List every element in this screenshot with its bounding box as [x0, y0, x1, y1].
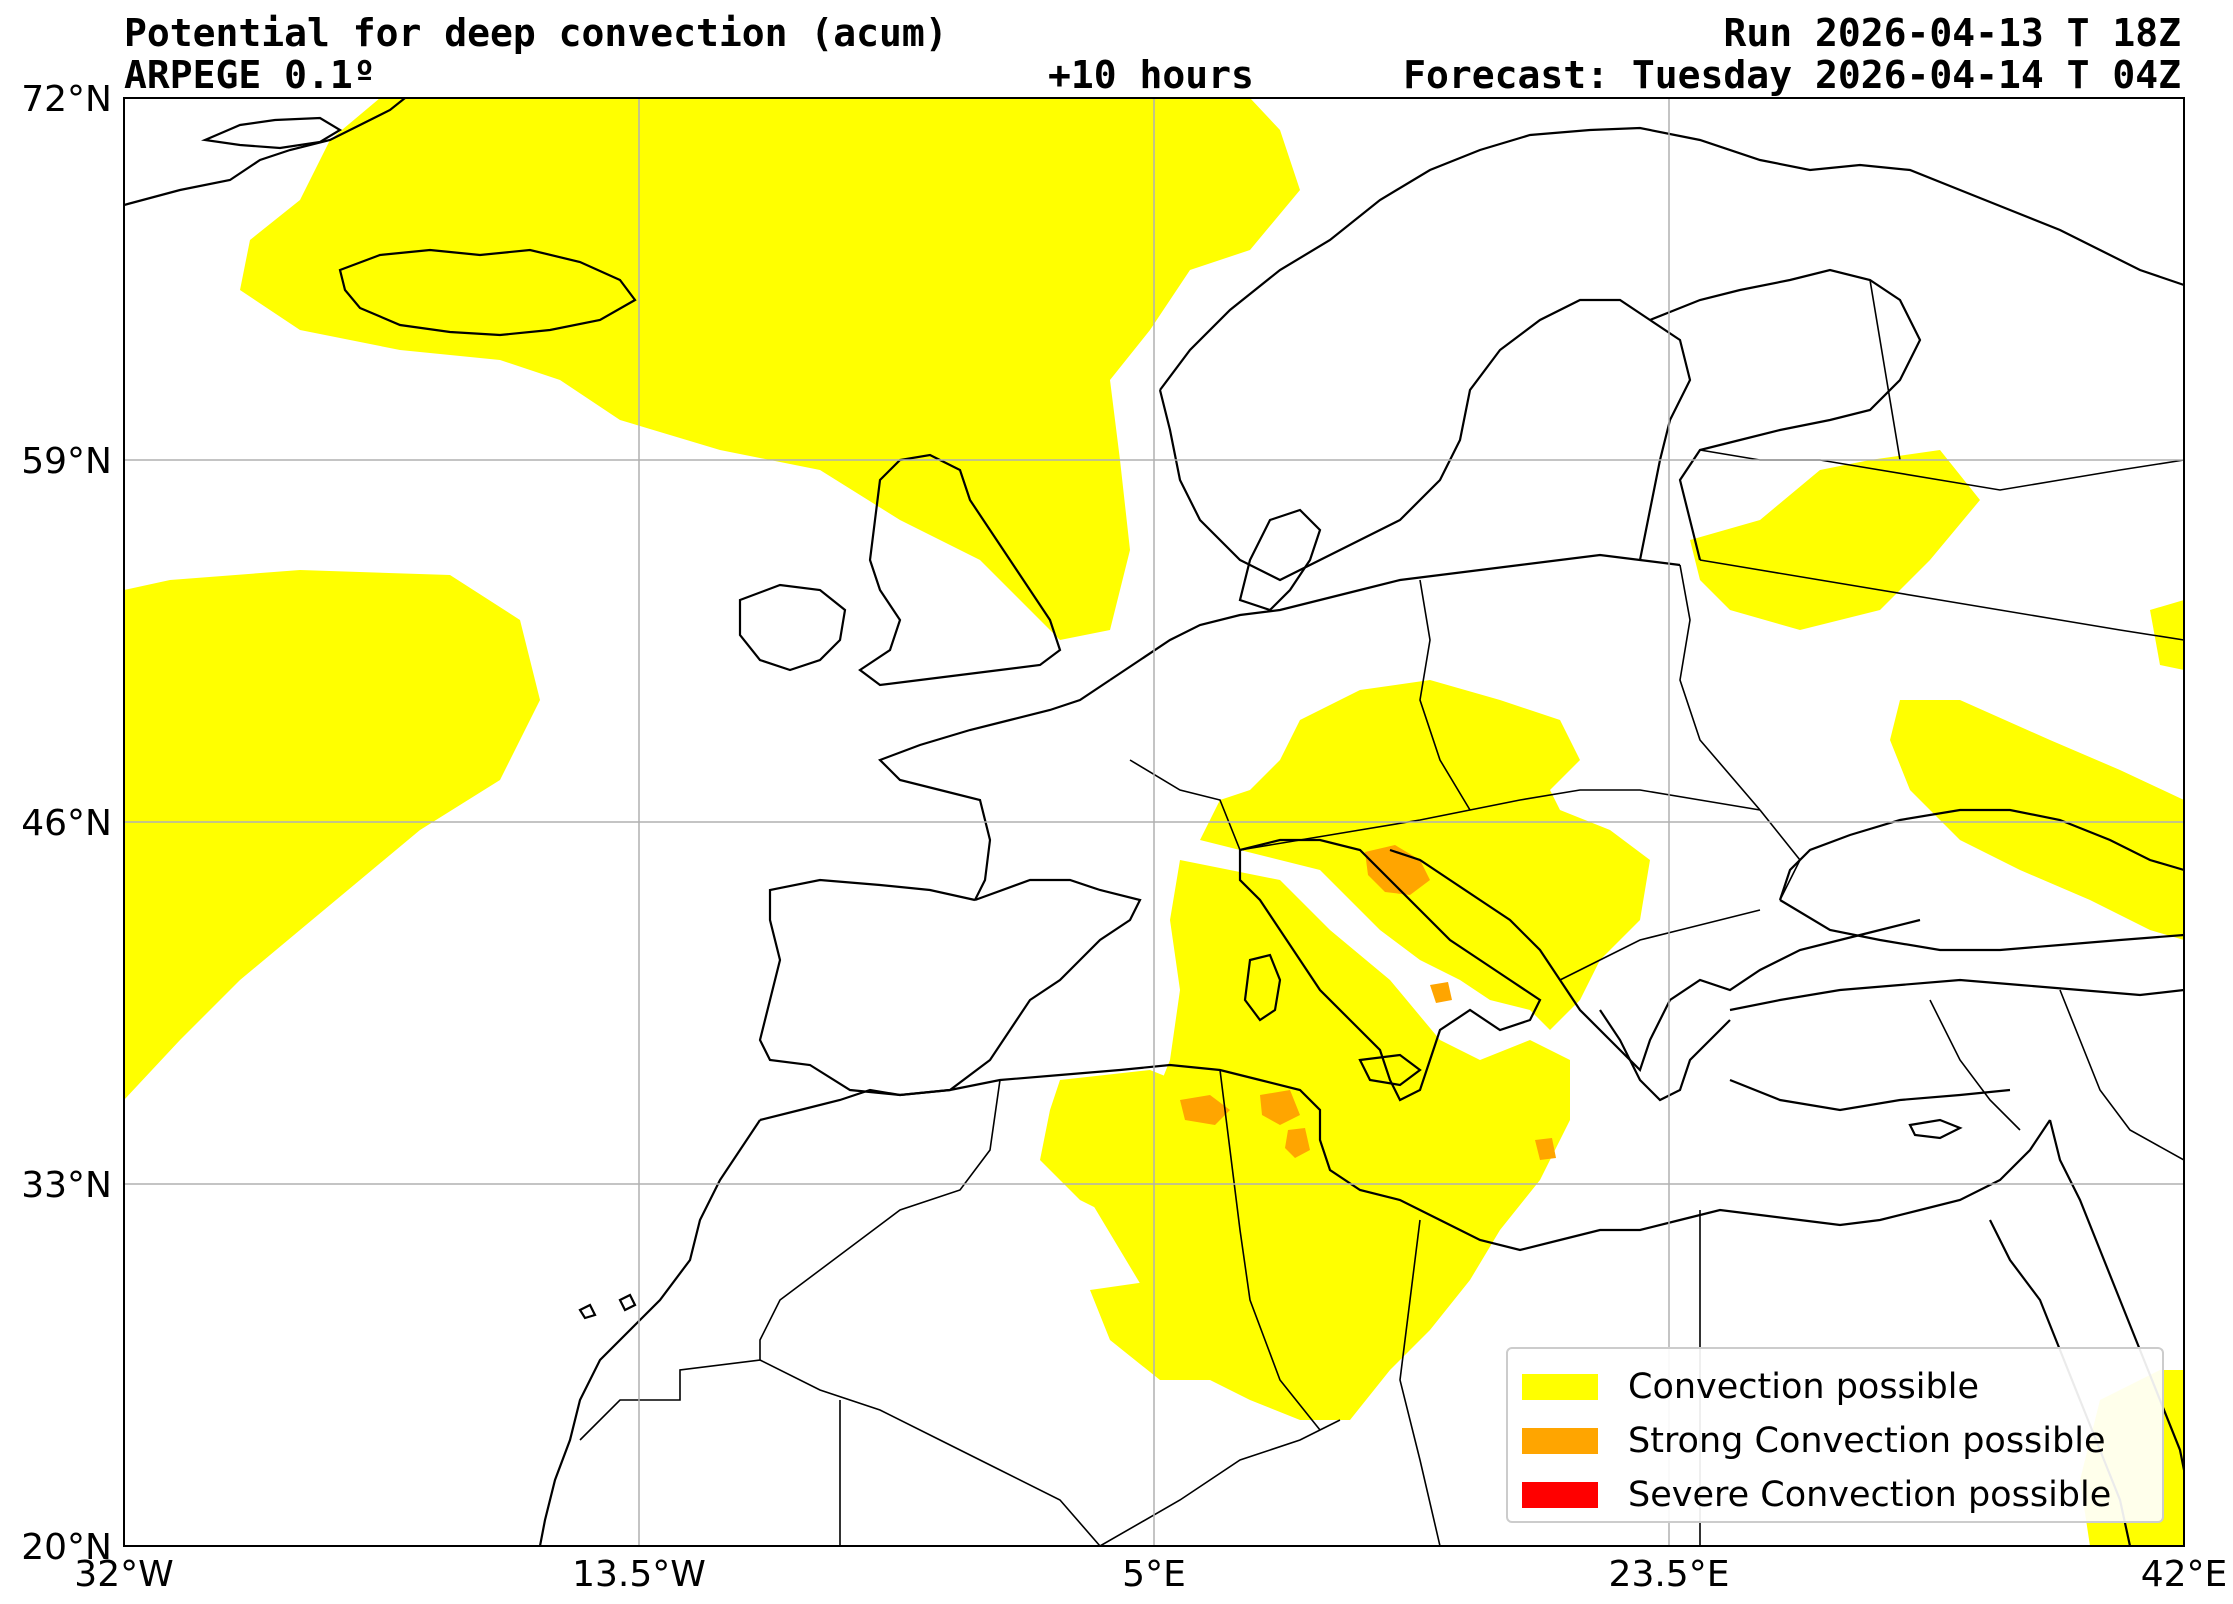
model-name: ARPEGE 0.1º [124, 53, 376, 97]
strong-convection-area [1430, 982, 1452, 1003]
convection-area [1690, 450, 1980, 630]
legend-swatch-strong [1522, 1428, 1598, 1454]
convection-area [1200, 680, 1650, 1030]
coastline-balkans [1389, 848, 1921, 1073]
coastline-north-africa [759, 1063, 2051, 1252]
strong-convection-area [1180, 1095, 1230, 1125]
strong-convection-area [1535, 1138, 1556, 1160]
y-axis-ticks: 72°N 59°N 46°N 33°N 20°N [21, 79, 112, 1568]
coastline-greece [1599, 1009, 1731, 1102]
run-time: Run 2026-04-13 T 18Z [1723, 11, 2181, 55]
x-tick-label: 32°W [74, 1554, 173, 1595]
legend-item: Severe Convection possible [1522, 1475, 2111, 1515]
border [1399, 1219, 1441, 1546]
coastline-canaries [578, 1293, 637, 1320]
convection-area [124, 570, 540, 1100]
border [1559, 909, 1761, 981]
coastline-france [878, 679, 1111, 901]
coastline-turkey-south [1729, 1078, 2011, 1112]
legend-label: Convection possible [1628, 1367, 1979, 1407]
convection-area [1090, 1280, 1250, 1380]
x-axis-ticks: 32°W 13.5°W 5°E 23.5°E 42°E [74, 1554, 2227, 1595]
border [1419, 579, 1471, 811]
x-tick-label: 23.5°E [1609, 1554, 1730, 1595]
strong-convection-area [1285, 1128, 1310, 1158]
legend-item: Convection possible [1522, 1367, 1979, 1407]
border [2059, 989, 2184, 1161]
border [1869, 279, 1901, 461]
strong-convection-area [1260, 1090, 1300, 1125]
coastline-cyprus [1908, 1118, 1963, 1140]
coastline-denmark [1238, 508, 1322, 612]
convection-area [1890, 700, 2184, 940]
forecast-time: Forecast: Tuesday 2026-04-14 T 04Z [1403, 53, 2181, 97]
legend-item: Strong Convection possible [1522, 1421, 2106, 1461]
map-frame [123, 97, 2185, 1547]
border [1759, 809, 1801, 901]
x-tick-label: 13.5°W [572, 1554, 706, 1595]
coastline-north-europe [1109, 553, 1681, 681]
lead-time: +10 hours [1048, 53, 1254, 97]
coastline-iberia [758, 878, 1142, 1097]
y-tick-label: 20°N [21, 1527, 112, 1568]
border [1129, 759, 1241, 851]
legend-swatch-convection [1522, 1374, 1598, 1400]
convection-area [240, 98, 1300, 640]
coastline-greenland [200, 116, 343, 150]
coastline-iceland [338, 248, 637, 337]
coastline-turkey [1729, 978, 2184, 1012]
y-tick-label: 46°N [21, 803, 112, 844]
y-tick-label: 33°N [21, 1165, 112, 1206]
y-tick-label: 59°N [21, 441, 112, 482]
legend-label: Severe Convection possible [1628, 1475, 2112, 1515]
convection-area [1040, 1070, 1220, 1230]
legend-label: Strong Convection possible [1628, 1421, 2106, 1461]
y-tick-label: 72°N [21, 79, 112, 120]
border [759, 1359, 1101, 1546]
border [1099, 1419, 1341, 1546]
coastline-scandinavia [1158, 126, 2184, 582]
convection-area [2150, 600, 2184, 670]
border [579, 1079, 1001, 1441]
x-tick-label: 5°E [1122, 1554, 1186, 1595]
border [1679, 564, 1761, 811]
x-tick-label: 42°E [2141, 1554, 2228, 1595]
border [1929, 999, 2021, 1131]
coastline-sicily [1358, 1053, 1422, 1087]
coastline-britain [858, 453, 1062, 687]
convection-area [1090, 860, 1570, 1420]
border [1239, 789, 1761, 851]
coastline-morocco [538, 1119, 761, 1546]
legend: Convection possible Strong Convection po… [1506, 1347, 2164, 1523]
border [1699, 559, 2184, 641]
coastline-black-sea [1778, 808, 2184, 952]
coastline-sardinia [1243, 953, 1282, 1022]
legend-swatch-severe [1522, 1482, 1598, 1508]
coastline-greenland [124, 98, 406, 207]
coastline-italy [1238, 838, 1542, 1102]
border [1219, 1069, 1321, 1431]
convection-layer [124, 98, 2184, 1546]
map-title: Potential for deep convection (acum) [124, 11, 948, 55]
coastline-ireland [738, 583, 847, 672]
